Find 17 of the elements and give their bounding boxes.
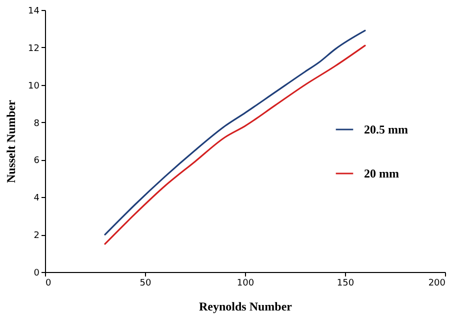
legend-label: 20.5 mm bbox=[364, 122, 408, 136]
x-axis-title: Reynolds Number bbox=[198, 300, 293, 314]
y-tick-label: 12 bbox=[28, 44, 40, 54]
y-tick-label: 10 bbox=[28, 81, 40, 92]
y-tick-label: 6 bbox=[34, 156, 40, 166]
y-tick-label: 8 bbox=[34, 118, 40, 129]
x-tick-label: 150 bbox=[336, 278, 354, 288]
x-tick-label: 200 bbox=[428, 278, 446, 288]
x-tick-label: 50 bbox=[140, 278, 152, 288]
y-tick-label: 4 bbox=[34, 194, 40, 204]
legend-label: 20 mm bbox=[364, 166, 399, 180]
y-tick-label: 0 bbox=[34, 268, 40, 278]
x-tick-label: 100 bbox=[236, 278, 254, 288]
x-tick-label: 0 bbox=[46, 278, 52, 288]
y-tick-label: 14 bbox=[28, 6, 40, 16]
y-tick-label: 2 bbox=[34, 231, 40, 242]
y-axis-title: Nusselt Number bbox=[4, 99, 18, 183]
